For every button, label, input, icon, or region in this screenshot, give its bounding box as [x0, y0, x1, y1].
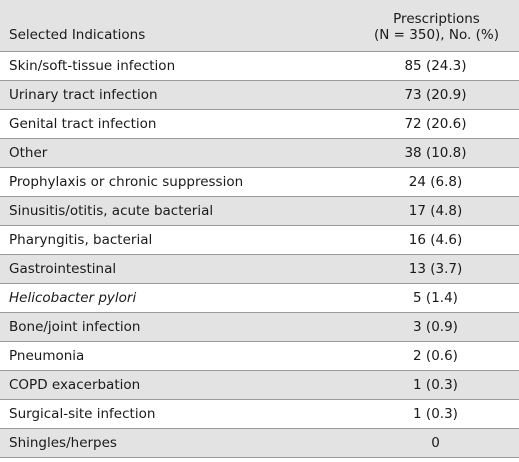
- table-row: Shingles/herpes 0: [0, 427, 519, 458]
- table-row: Pharyngitis, bacterial 16 (4.6): [0, 224, 519, 254]
- row-value: 13 (3.7): [360, 253, 519, 283]
- row-label: COPD exacerbation: [0, 369, 360, 399]
- row-value: 72 (20.6): [360, 108, 519, 138]
- row-label: Skin/soft-tissue infection: [0, 50, 360, 80]
- row-value: 38 (10.8): [360, 137, 519, 167]
- row-label: Pharyngitis, bacterial: [0, 224, 360, 254]
- row-label: Gastrointestinal: [0, 253, 360, 283]
- table-row: Urinary tract infection 73 (20.9): [0, 79, 519, 109]
- table-header: Selected Indications Prescriptions (N = …: [0, 0, 519, 51]
- table-row: Prophylaxis or chronic suppression 24 (6…: [0, 166, 519, 196]
- row-label: Shingles/herpes: [0, 427, 360, 458]
- row-value: 2 (0.6): [360, 340, 519, 370]
- row-value: 5 (1.4): [360, 282, 519, 312]
- table-row: Sinusitis/otitis, acute bacterial 17 (4.…: [0, 195, 519, 225]
- table-row: COPD exacerbation 1 (0.3): [0, 369, 519, 399]
- table-row: Helicobacter pylori 5 (1.4): [0, 282, 519, 312]
- table-row: Gastrointestinal 13 (3.7): [0, 253, 519, 283]
- row-label: Pneumonia: [0, 340, 360, 370]
- row-label: Sinusitis/otitis, acute bacterial: [0, 195, 360, 225]
- row-value: 3 (0.9): [360, 311, 519, 341]
- table-row: Genital tract infection 72 (20.6): [0, 108, 519, 138]
- header-prescriptions-line1: Prescriptions: [393, 10, 480, 27]
- row-value: 0: [360, 427, 519, 458]
- row-value: 73 (20.9): [360, 79, 519, 109]
- row-label: Prophylaxis or chronic suppression: [0, 166, 360, 196]
- row-label: Surgical-site infection: [0, 398, 360, 428]
- table-body: Skin/soft-tissue infection 85 (24.3) Uri…: [0, 50, 519, 458]
- row-value: 24 (6.8): [360, 166, 519, 196]
- row-value: 17 (4.8): [360, 195, 519, 225]
- row-label: Helicobacter pylori: [0, 282, 360, 312]
- table-row: Skin/soft-tissue infection 85 (24.3): [0, 50, 519, 80]
- header-prescriptions: Prescriptions (N = 350), No. (%): [360, 0, 519, 51]
- table-row: Surgical-site infection 1 (0.3): [0, 398, 519, 428]
- row-label: Genital tract infection: [0, 108, 360, 138]
- row-label: Other: [0, 137, 360, 167]
- table-row: Other 38 (10.8): [0, 137, 519, 167]
- header-prescriptions-line2: (N = 350), No. (%): [374, 26, 499, 43]
- row-value: 1 (0.3): [360, 398, 519, 428]
- table-row: Bone/joint infection 3 (0.9): [0, 311, 519, 341]
- row-value: 16 (4.6): [360, 224, 519, 254]
- header-row: Selected Indications Prescriptions (N = …: [0, 0, 519, 51]
- header-selected-indications: Selected Indications: [9, 26, 146, 43]
- row-value: 1 (0.3): [360, 369, 519, 399]
- row-label: Bone/joint infection: [0, 311, 360, 341]
- row-label: Urinary tract infection: [0, 79, 360, 109]
- table-row: Pneumonia 2 (0.6): [0, 340, 519, 370]
- row-value: 85 (24.3): [360, 50, 519, 80]
